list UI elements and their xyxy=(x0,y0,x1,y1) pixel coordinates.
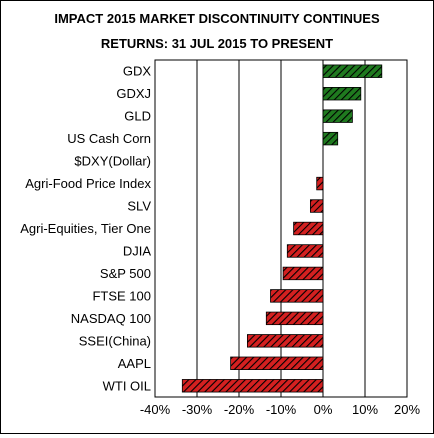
category-label: Agri-Food Price Index xyxy=(25,176,151,191)
x-tick-label: 10% xyxy=(352,402,378,417)
bar-djia xyxy=(286,244,324,258)
bar-nasdaq-100 xyxy=(265,311,324,326)
bar-wti-oil xyxy=(181,379,324,393)
category-label: GLD xyxy=(124,109,151,124)
bar-gdxj xyxy=(322,87,362,101)
category-label: SLV xyxy=(127,199,151,214)
category-label: GDX xyxy=(123,64,152,79)
bar-agri-equities-tier-one xyxy=(293,221,324,236)
x-tick-label: -40% xyxy=(140,402,171,417)
chart-title: IMPACT 2015 MARKET DISCONTINUITY CONTINU… xyxy=(54,11,380,26)
x-tick-label: -30% xyxy=(182,402,213,417)
x-tick-label: -10% xyxy=(266,402,297,417)
bar-ssei-china xyxy=(246,334,324,348)
x-tick-label: 20% xyxy=(394,402,420,417)
category-label: Agri-Equities, Tier One xyxy=(20,221,151,236)
category-label: NASDAQ 100 xyxy=(71,311,151,326)
bar-gld xyxy=(322,109,353,123)
category-label: US Cash Corn xyxy=(67,131,151,146)
category-label: WTI OIL xyxy=(103,378,151,393)
bar-us-cash-corn xyxy=(322,131,339,146)
category-label: AAPL xyxy=(118,356,151,371)
bar-ftse-100 xyxy=(270,289,324,303)
category-label: S&P 500 xyxy=(100,266,151,281)
category-label: FTSE 100 xyxy=(92,288,151,303)
bar-aapl xyxy=(230,356,324,370)
category-label: $DXY(Dollar) xyxy=(74,154,151,169)
category-label: GDXJ xyxy=(116,86,151,101)
bar-gdx xyxy=(322,64,383,78)
chart-subtitle: RETURNS: 31 JUL 2015 TO PRESENT xyxy=(101,36,333,51)
category-label: DJIA xyxy=(123,243,152,258)
bar-slv xyxy=(309,199,324,213)
bar-s-p-500 xyxy=(282,266,324,281)
plot-area: GDX GDXJ GLD US Cash Corn $DXY(Dollar) Agri-F… xyxy=(20,59,420,417)
x-tick-label: 0% xyxy=(314,402,333,417)
bar-agri-food-price-index xyxy=(316,176,324,191)
x-tick-label: -20% xyxy=(224,402,255,417)
category-label: SSEI(China) xyxy=(79,333,151,348)
